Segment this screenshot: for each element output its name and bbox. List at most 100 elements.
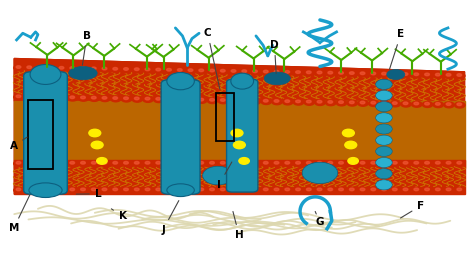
Circle shape <box>145 188 150 191</box>
Circle shape <box>100 96 110 102</box>
Circle shape <box>59 188 64 191</box>
Circle shape <box>347 161 357 167</box>
Circle shape <box>218 187 228 193</box>
Circle shape <box>218 69 228 74</box>
Circle shape <box>315 70 325 76</box>
Circle shape <box>274 161 279 164</box>
Circle shape <box>113 188 118 191</box>
Circle shape <box>455 161 465 167</box>
Circle shape <box>304 70 314 76</box>
Circle shape <box>283 187 293 193</box>
Circle shape <box>379 187 390 193</box>
Circle shape <box>91 188 96 191</box>
Ellipse shape <box>89 129 101 137</box>
Text: D: D <box>270 40 279 74</box>
Circle shape <box>46 161 56 167</box>
Circle shape <box>382 102 386 104</box>
Circle shape <box>143 97 153 102</box>
Circle shape <box>444 187 454 193</box>
Circle shape <box>242 188 246 191</box>
Circle shape <box>390 187 401 193</box>
Circle shape <box>315 187 325 193</box>
Circle shape <box>403 188 408 191</box>
Circle shape <box>250 187 261 193</box>
Circle shape <box>156 98 161 100</box>
Circle shape <box>229 161 239 167</box>
Circle shape <box>48 161 53 164</box>
Circle shape <box>328 101 333 103</box>
Circle shape <box>274 100 279 102</box>
Text: F: F <box>401 201 424 218</box>
Circle shape <box>369 71 379 77</box>
Circle shape <box>48 95 53 98</box>
Circle shape <box>89 187 100 193</box>
Circle shape <box>358 161 368 167</box>
Circle shape <box>121 96 132 102</box>
Circle shape <box>382 188 386 191</box>
Circle shape <box>296 161 301 164</box>
Circle shape <box>272 99 282 105</box>
Circle shape <box>239 187 250 193</box>
Circle shape <box>124 68 128 70</box>
Circle shape <box>145 161 150 164</box>
Circle shape <box>422 187 433 193</box>
Circle shape <box>121 67 132 73</box>
Circle shape <box>110 67 121 73</box>
Circle shape <box>339 161 343 164</box>
Circle shape <box>264 99 268 102</box>
Circle shape <box>336 161 346 167</box>
Circle shape <box>186 187 196 193</box>
Circle shape <box>210 188 214 191</box>
Circle shape <box>360 161 365 164</box>
Circle shape <box>70 188 74 191</box>
Circle shape <box>315 99 325 105</box>
Circle shape <box>145 97 150 100</box>
Circle shape <box>336 100 346 106</box>
Circle shape <box>296 71 301 73</box>
Circle shape <box>197 68 207 74</box>
Circle shape <box>37 95 42 98</box>
Circle shape <box>317 188 322 191</box>
Circle shape <box>27 161 32 164</box>
Circle shape <box>317 161 322 164</box>
Circle shape <box>164 161 175 167</box>
Ellipse shape <box>375 79 392 89</box>
Circle shape <box>67 95 78 101</box>
Ellipse shape <box>29 183 62 197</box>
Circle shape <box>14 94 24 100</box>
Circle shape <box>293 70 304 76</box>
Circle shape <box>392 188 397 191</box>
Ellipse shape <box>375 113 392 123</box>
Circle shape <box>433 102 444 108</box>
Circle shape <box>135 97 139 100</box>
Circle shape <box>283 161 293 167</box>
Circle shape <box>401 187 411 193</box>
Circle shape <box>411 187 422 193</box>
Ellipse shape <box>345 141 356 149</box>
Circle shape <box>188 188 193 191</box>
Circle shape <box>102 97 107 99</box>
Circle shape <box>304 187 314 193</box>
Circle shape <box>175 97 185 103</box>
Circle shape <box>411 101 422 107</box>
Circle shape <box>401 101 411 107</box>
Circle shape <box>57 161 67 167</box>
Circle shape <box>164 97 175 103</box>
Circle shape <box>27 95 32 98</box>
Polygon shape <box>14 59 465 112</box>
Circle shape <box>242 70 246 72</box>
Circle shape <box>422 72 433 78</box>
Circle shape <box>229 98 239 104</box>
Circle shape <box>229 69 239 75</box>
Circle shape <box>304 161 314 167</box>
Circle shape <box>220 188 225 191</box>
Circle shape <box>261 187 272 193</box>
Circle shape <box>422 102 433 107</box>
Circle shape <box>220 69 225 72</box>
Circle shape <box>124 161 128 164</box>
Circle shape <box>207 68 218 74</box>
FancyBboxPatch shape <box>24 72 67 194</box>
Circle shape <box>113 161 118 164</box>
Circle shape <box>371 101 375 104</box>
Circle shape <box>35 65 46 71</box>
